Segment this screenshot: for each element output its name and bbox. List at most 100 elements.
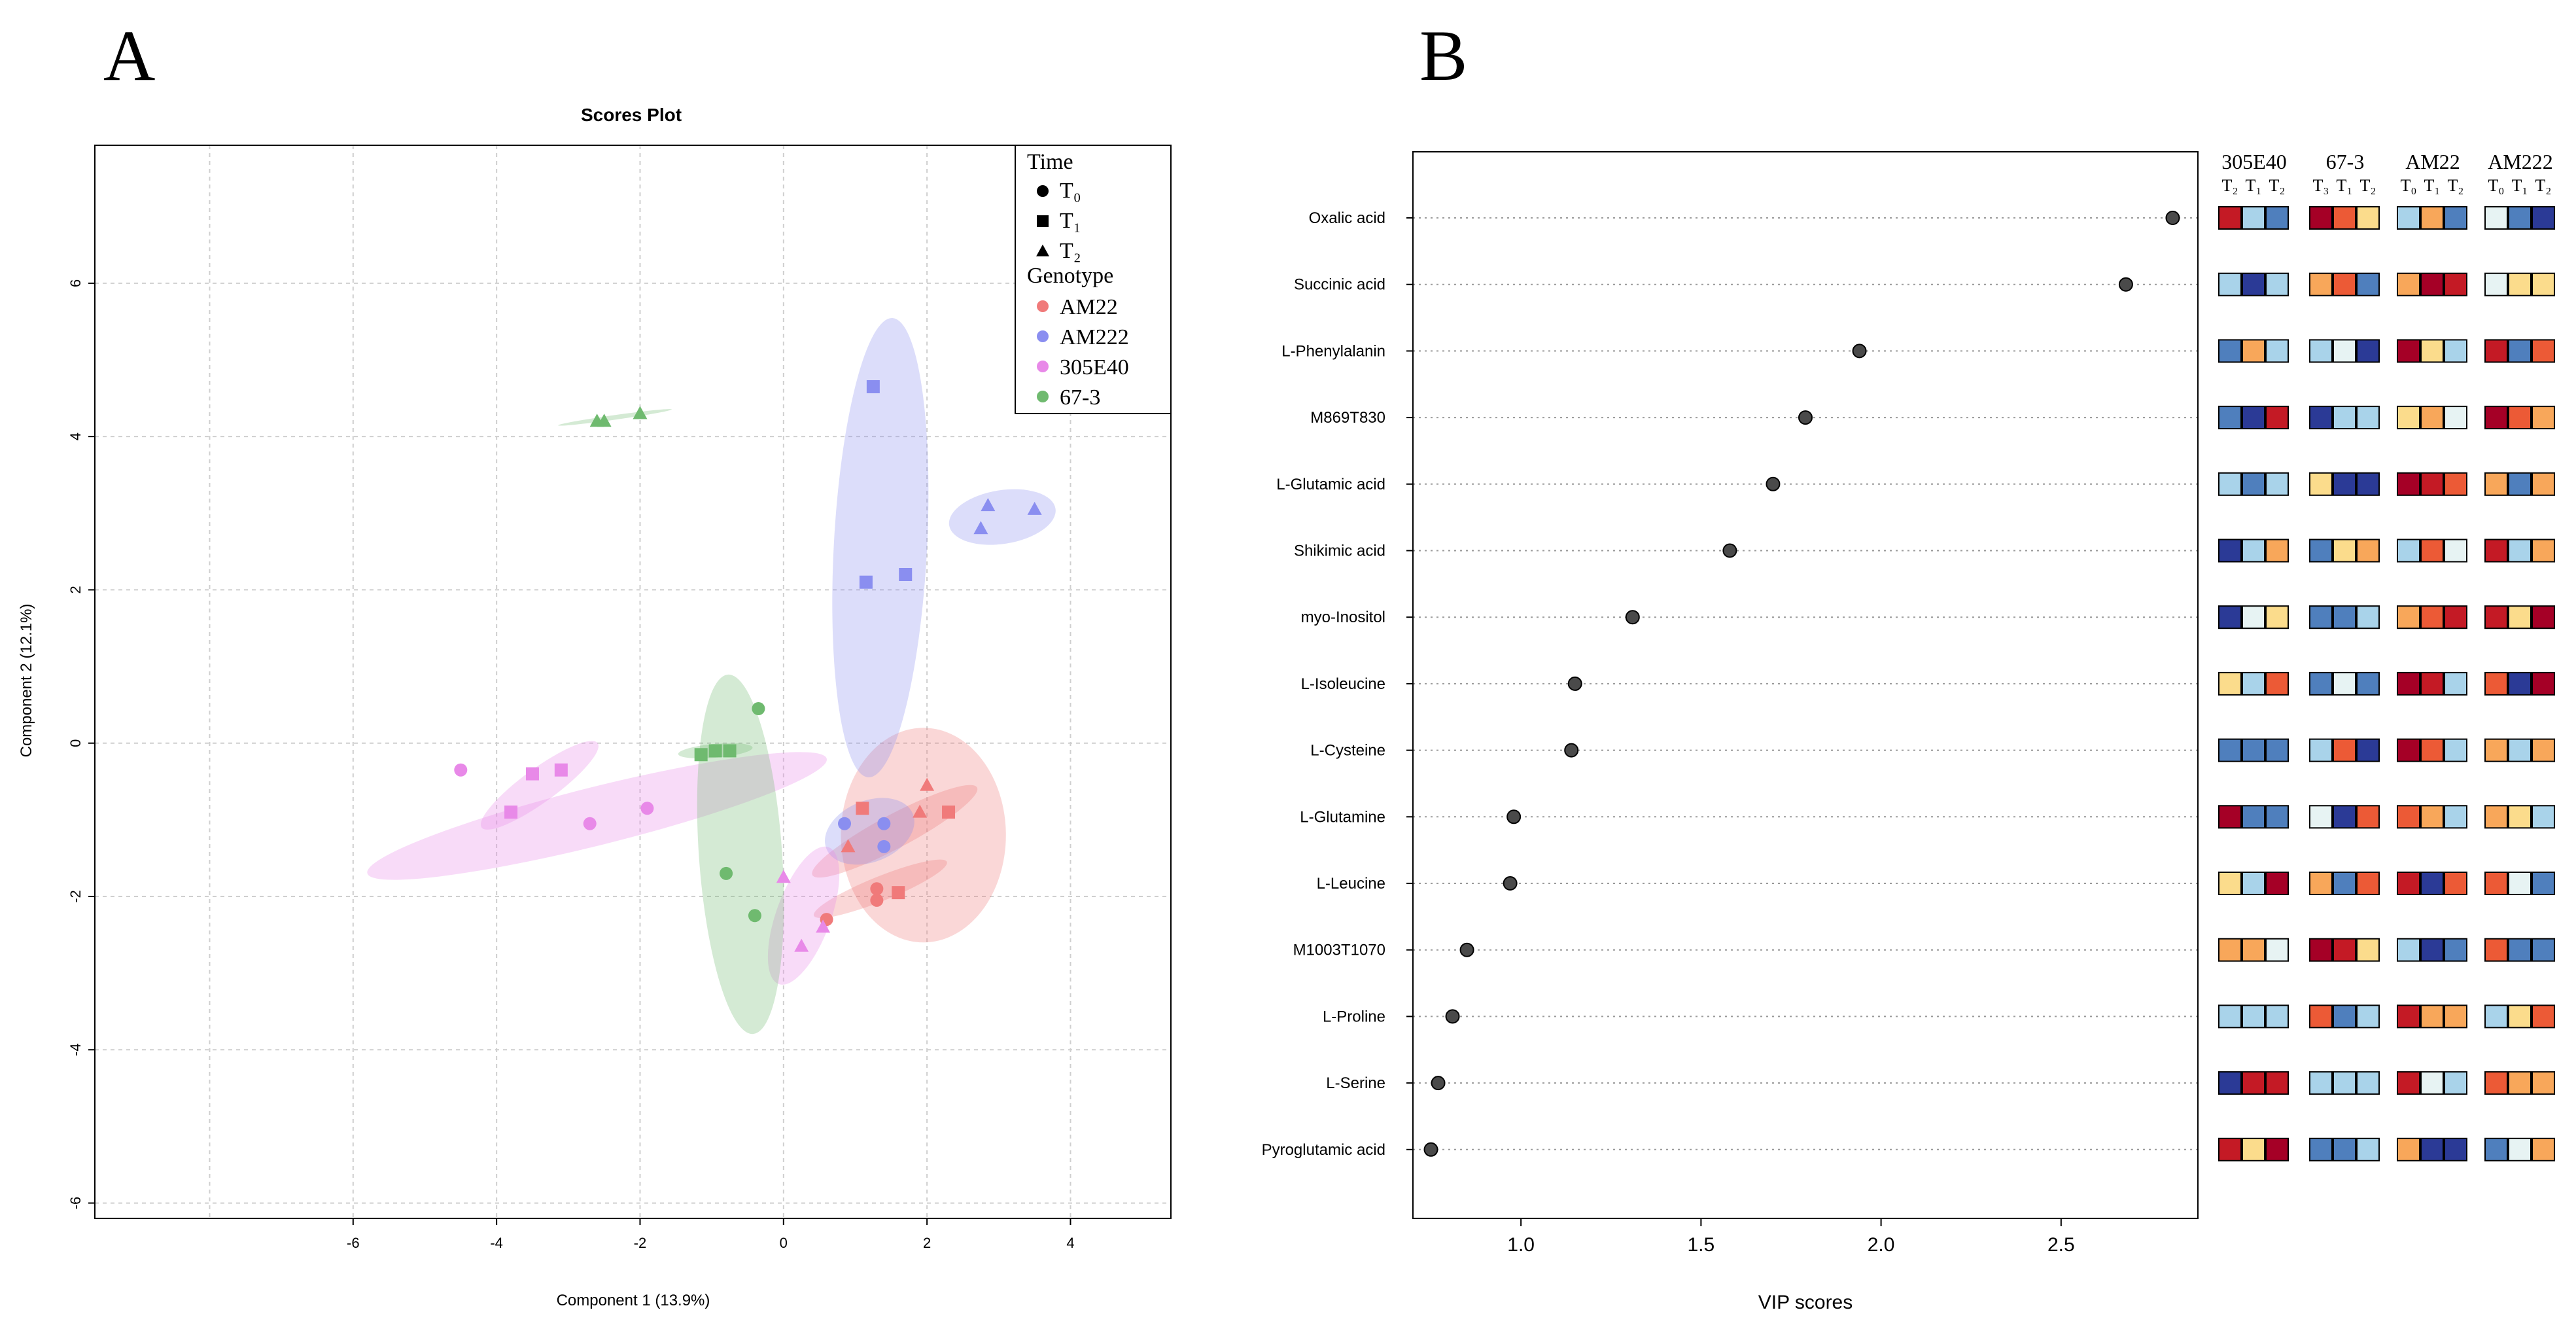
heatmap-cell xyxy=(2508,738,2532,762)
vip-score-dot xyxy=(1722,543,1737,558)
heatmap-cell xyxy=(2532,671,2555,696)
data-point-AM222 xyxy=(981,498,996,512)
heatmap-cell xyxy=(2397,872,2420,895)
metabolite-label: Oxalic acid xyxy=(1309,209,1385,227)
vip-score-dot xyxy=(1459,942,1474,957)
heatmap-cell xyxy=(2218,339,2242,363)
heatmap-cell xyxy=(2265,1071,2289,1095)
vip-score-dot xyxy=(1564,743,1579,758)
heatmap-time-label: T₁ xyxy=(2246,176,2262,195)
heatmap-group-label: 67-3 xyxy=(2326,150,2365,173)
data-point-305E40 xyxy=(794,938,809,952)
heatmap-cell xyxy=(2265,605,2289,629)
heatmap-cell xyxy=(2265,206,2289,230)
data-point-67-3 xyxy=(720,866,733,880)
heatmap-cell xyxy=(2484,272,2508,296)
confidence-ellipse-AM222 xyxy=(949,489,1056,545)
heatmap-cell xyxy=(2333,938,2356,962)
heatmap-cell xyxy=(2420,805,2444,829)
heatmap-cell xyxy=(2397,1137,2420,1161)
heatmap-cell xyxy=(2309,539,2333,563)
heatmap-cell xyxy=(2397,539,2420,563)
confidence-ellipse-AM222 xyxy=(832,318,929,777)
heatmap-cell xyxy=(2218,539,2242,563)
heatmap-cell xyxy=(2484,1004,2508,1029)
heatmap-cell xyxy=(2484,671,2508,696)
heatmap-cell xyxy=(2484,339,2508,363)
legend-color-dot-icon xyxy=(1037,361,1049,372)
heatmap-cell xyxy=(2397,472,2420,496)
heatmap-cell xyxy=(2309,872,2333,895)
heatmap-cell xyxy=(2242,671,2265,696)
heatmap-cell xyxy=(2508,671,2532,696)
metabolite-label: L-Isoleucine xyxy=(1301,675,1385,693)
heatmap-cell xyxy=(2508,406,2532,430)
heatmap-cell xyxy=(2333,472,2356,496)
heatmap-group-label: 305E40 xyxy=(2221,150,2287,173)
heatmap-cell xyxy=(2242,1071,2265,1095)
legend-color-dot-icon xyxy=(1037,330,1049,342)
heatmap-cell xyxy=(2309,1004,2333,1029)
heatmap-cell xyxy=(2309,738,2333,762)
heatmap-cell xyxy=(2265,938,2289,962)
heatmap-cell xyxy=(2356,671,2380,696)
heatmap-cell xyxy=(2420,938,2444,962)
heatmap-cell xyxy=(2333,805,2356,829)
vip-score-dot xyxy=(1445,1009,1460,1024)
heatmap-cell xyxy=(2333,206,2356,230)
heatmap-cell xyxy=(2532,406,2555,430)
heatmap-cell xyxy=(2420,339,2444,363)
x-tick-label: 4 xyxy=(1066,1235,1074,1251)
heatmap-cell xyxy=(2397,805,2420,829)
heatmap-cell xyxy=(2309,805,2333,829)
heatmap-cell xyxy=(2265,1004,2289,1029)
heatmap-cell xyxy=(2218,406,2242,430)
heatmap-cell xyxy=(2218,1137,2242,1161)
heatmap-cell xyxy=(2356,938,2380,962)
metabolite-label: myo-Inositol xyxy=(1301,609,1385,626)
heatmap-cell xyxy=(2356,805,2380,829)
heatmap-cell xyxy=(2309,272,2333,296)
data-point-AM22 xyxy=(920,777,935,791)
heatmap-cell xyxy=(2420,872,2444,895)
metabolite-label: Pyroglutamic acid xyxy=(1262,1141,1385,1159)
y-tick-label: 4 xyxy=(67,433,84,440)
heatmap-cell xyxy=(2532,206,2555,230)
heatmap-cell xyxy=(2242,206,2265,230)
data-point-305E40 xyxy=(776,870,791,883)
data-point-AM222 xyxy=(877,817,891,830)
data-point-AM222 xyxy=(859,575,873,589)
heatmap-cell xyxy=(2356,272,2380,296)
heatmap-cell xyxy=(2356,406,2380,430)
vip-plot: Oxalic acid Succinic acid L-Phenylalanin M8… xyxy=(1262,150,2555,1313)
heatmap-cell xyxy=(2242,272,2265,296)
data-point-67-3 xyxy=(633,406,648,419)
scores-plot-y-ticks: -6 -4 -2 0 2 4 6 xyxy=(67,279,95,1209)
data-point-305E40 xyxy=(504,805,518,819)
heatmap-time-label: T₁ xyxy=(2424,176,2441,195)
heatmap-cell xyxy=(2444,539,2467,563)
heatmap-cell xyxy=(2532,339,2555,363)
heatmap-cell xyxy=(2444,472,2467,496)
heatmap-cell xyxy=(2333,1071,2356,1095)
heatmap-cell xyxy=(2218,671,2242,696)
heatmap-time-label: T₂ xyxy=(2222,176,2238,195)
heatmap-cell xyxy=(2218,206,2242,230)
heatmap-cell xyxy=(2333,1137,2356,1161)
heatmap-cell xyxy=(2265,872,2289,895)
heatmap-cell xyxy=(2444,406,2467,430)
scores-plot-frame xyxy=(94,145,1172,1219)
legend-circle-icon xyxy=(1037,185,1049,197)
heatmap-cell xyxy=(2356,872,2380,895)
metabolite-label: L-Glutamic acid xyxy=(1276,476,1385,493)
panel-b-label: B xyxy=(1419,16,1468,96)
heatmap-cell xyxy=(2333,339,2356,363)
heatmap-cell xyxy=(2218,1071,2242,1095)
metabolite-label: Succinic acid xyxy=(1294,276,1385,294)
heatmap-cell xyxy=(2420,1071,2444,1095)
heatmap-cell xyxy=(2484,1137,2508,1161)
legend-color-dot-icon xyxy=(1037,300,1049,312)
heatmap-cell xyxy=(2218,738,2242,762)
